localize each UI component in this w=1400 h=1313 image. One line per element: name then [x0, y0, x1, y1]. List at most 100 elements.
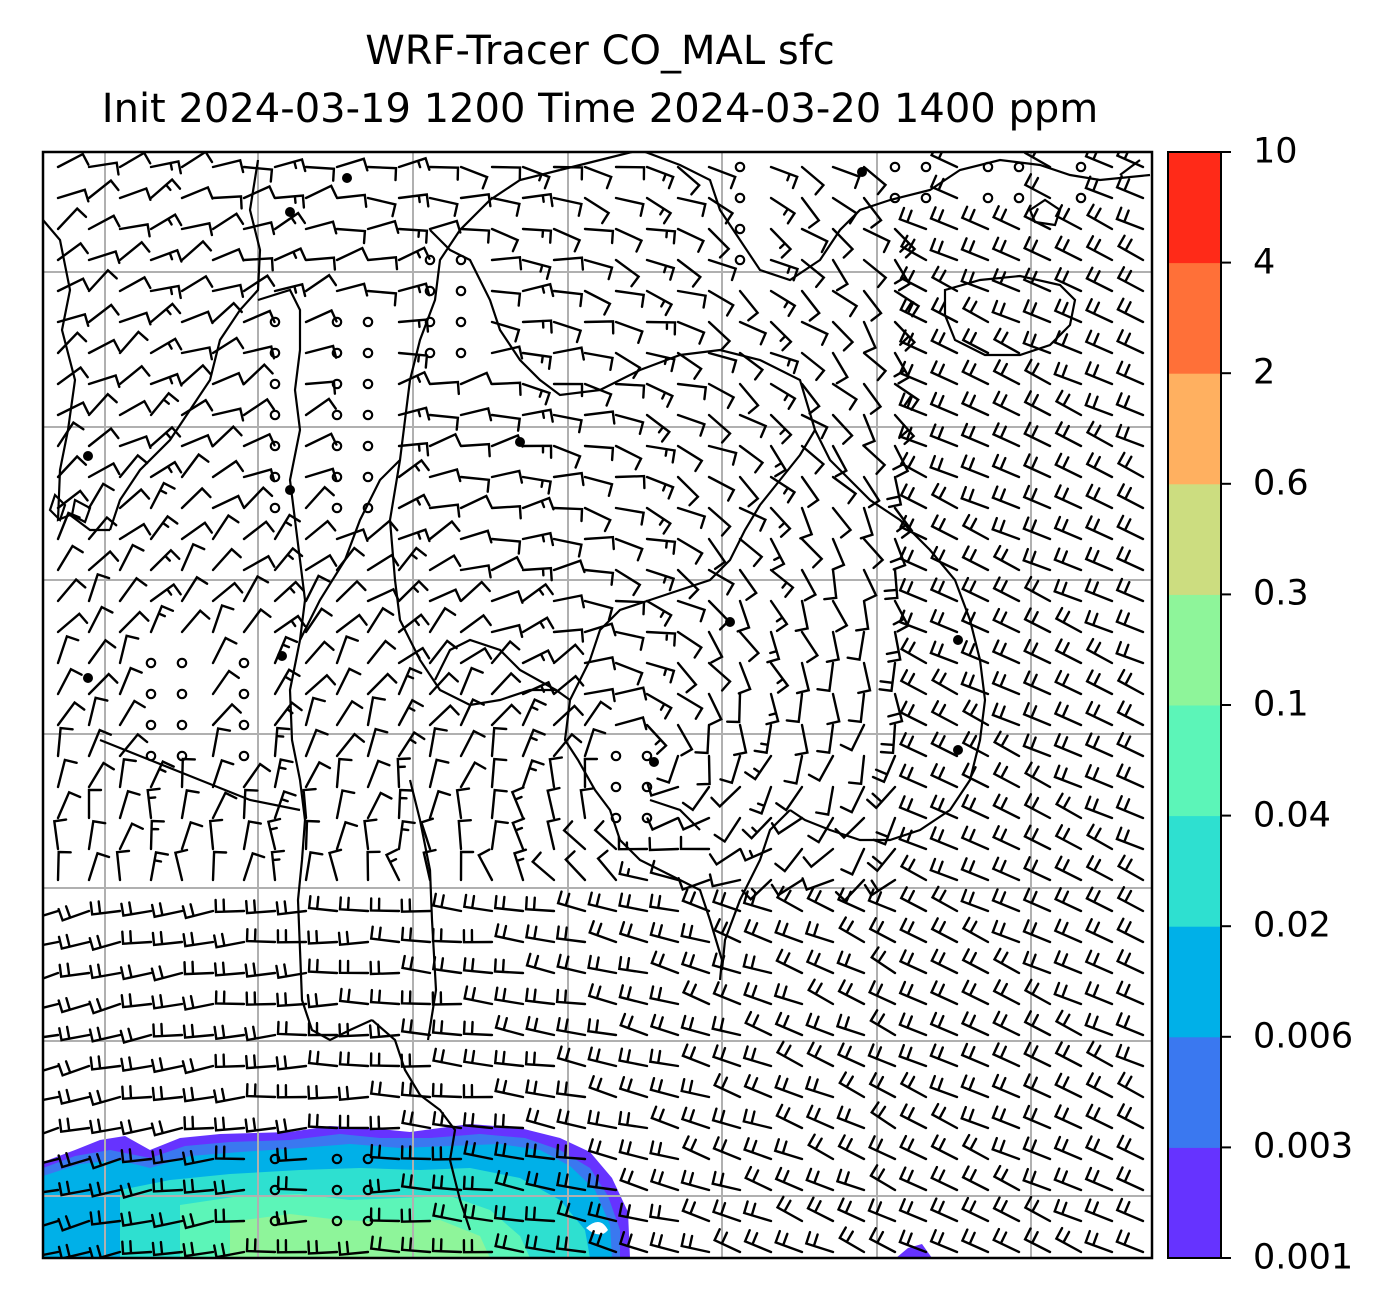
- wind-barb: [960, 1011, 990, 1037]
- colorbar-segment-0: [1168, 1147, 1221, 1259]
- wind-barb: [214, 1053, 246, 1069]
- wind-barb: [1053, 950, 1083, 975]
- wind-barb: [676, 165, 701, 196]
- wind-barb: [524, 1142, 556, 1161]
- wind-barb: [521, 227, 553, 244]
- wind-barb: [43, 1250, 60, 1257]
- wind-barb: [707, 289, 735, 317]
- wind-barb: [593, 820, 618, 851]
- wind-barb: [676, 630, 703, 659]
- wind-barb: [180, 346, 213, 361]
- wind-barb: [400, 1081, 432, 1099]
- wind-barb: [214, 990, 246, 1006]
- wind-barb: [929, 237, 959, 262]
- wind-barb: [366, 519, 399, 541]
- wind-barb: [180, 398, 214, 417]
- wind-barb: [648, 836, 680, 852]
- wind-barb: [335, 527, 369, 542]
- wind-barb: [181, 1058, 215, 1075]
- wind-barb: [494, 1233, 525, 1254]
- wind-barb: [43, 1188, 60, 1194]
- wind-barb: [422, 848, 437, 882]
- wind-barb: [899, 1134, 928, 1161]
- wind-barb: [121, 930, 153, 945]
- wind-barb: [1116, 886, 1145, 913]
- wind-barb: [879, 723, 897, 755]
- colorbar: [1167, 151, 1231, 1259]
- wind-barb: [512, 848, 528, 882]
- wind-barb: [1116, 1134, 1145, 1161]
- wind-barb: [276, 1084, 308, 1099]
- wind-barb: [211, 336, 245, 355]
- wind-barb: [960, 237, 990, 262]
- wind-barb: [428, 503, 461, 518]
- wind-barb: [493, 958, 525, 975]
- wind-barb: [1053, 701, 1083, 727]
- calm-wind-marker: [269, 502, 281, 514]
- wind-barb: [930, 885, 959, 913]
- wind-barb: [87, 638, 117, 665]
- wind-barb: [769, 537, 786, 571]
- wind-barb: [88, 1181, 122, 1198]
- wind-barb: [459, 613, 492, 634]
- wind-barb: [242, 220, 276, 236]
- wind-barb: [546, 786, 561, 820]
- wind-barb: [400, 1208, 432, 1223]
- wind-barb: [899, 514, 928, 541]
- wind-barb: [307, 1113, 339, 1130]
- wind-barb: [118, 610, 150, 634]
- wind-barb: [645, 413, 671, 443]
- wind-barb: [649, 922, 680, 944]
- wind-barb: [400, 1145, 432, 1161]
- wind-barb: [868, 980, 897, 1006]
- wind-barb: [211, 603, 235, 634]
- wind-barb: [337, 1240, 370, 1257]
- wind-barb: [744, 1165, 773, 1192]
- wind-barb: [304, 165, 336, 182]
- wind-barb: [929, 1229, 959, 1254]
- wind-barb: [1115, 392, 1145, 417]
- wind-barb: [991, 1073, 1021, 1099]
- wind-barb: [831, 289, 859, 318]
- wind-barb: [991, 485, 1021, 510]
- wind-barb: [739, 847, 773, 862]
- wind-barb: [459, 529, 493, 544]
- calm-wind-marker: [331, 1215, 343, 1227]
- wind-barb: [583, 351, 614, 371]
- wind-barb: [898, 795, 928, 820]
- wind-barb: [369, 1052, 401, 1068]
- wind-barb: [119, 1182, 153, 1199]
- wind-barb: [587, 891, 618, 913]
- wind-barb: [618, 921, 649, 944]
- wind-barb: [583, 568, 615, 586]
- wind-barb: [1116, 297, 1145, 324]
- wind-barb: [899, 917, 928, 944]
- station-dot: [285, 485, 295, 495]
- calm-wind-marker: [238, 688, 250, 700]
- wind-barb: [432, 1202, 463, 1223]
- wind-barb: [490, 320, 521, 343]
- wind-barb: [521, 444, 553, 459]
- wind-barb: [118, 757, 137, 789]
- wind-barb: [183, 960, 215, 976]
- wind-barb: [242, 165, 274, 183]
- wind-barb: [838, 916, 866, 944]
- wind-barb: [521, 496, 555, 511]
- wind-barb: [617, 836, 649, 851]
- wind-barb: [304, 760, 332, 789]
- wind-barb: [338, 1051, 370, 1068]
- wind-barb: [273, 758, 294, 789]
- wind-barb: [898, 392, 928, 417]
- wind-barb: [676, 599, 707, 623]
- wind-barb: [555, 988, 587, 1006]
- wind-barb: [151, 1149, 184, 1165]
- wind-barb: [769, 196, 797, 225]
- wind-barb: [816, 661, 835, 693]
- wind-barb: [862, 165, 888, 196]
- wind-barb: [883, 568, 899, 601]
- wind-barb: [1054, 235, 1083, 262]
- wind-barb: [707, 506, 732, 537]
- wind-barb: [1053, 1135, 1083, 1161]
- wind-barb: [676, 227, 705, 253]
- wind-barb: [118, 522, 152, 541]
